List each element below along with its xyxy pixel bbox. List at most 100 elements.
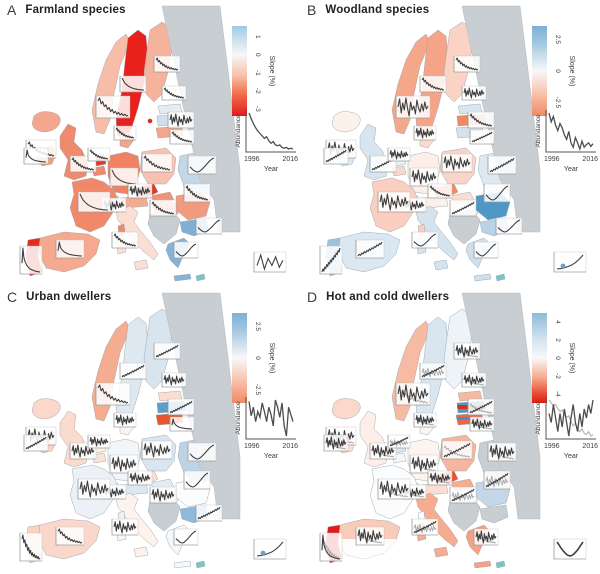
inset-chart-germany [109, 454, 139, 474]
colorbar-tick-label: -2 [254, 88, 261, 94]
panel-letter: A [7, 2, 17, 18]
country-iceland [331, 111, 361, 133]
trend-ylabel: Abundance [235, 114, 242, 147]
panel-title: Farmland species [25, 4, 126, 16]
panel-c-header: C Urban dwellers [7, 290, 111, 304]
trend-line-abundance [548, 112, 594, 152]
colorbar-tick-label: 0 [554, 356, 561, 360]
inset-chart-netherlands [87, 147, 111, 162]
inset-chart-poland [441, 153, 473, 173]
country-iceland [31, 111, 61, 133]
inset-chart-greece [173, 241, 199, 259]
panel-c-urban-dwellers: C Urban dwellers 2.5 0 -2.5 Slope (%) Abunda… [0, 287, 300, 574]
panel-d-header: D Hot and cold dwellers [307, 290, 449, 304]
colorbar [532, 26, 547, 116]
inset-chart-norway [95, 95, 131, 119]
panel-letter: C [7, 289, 18, 305]
colorbar-tick-label: -2 [554, 373, 561, 379]
inset-chart-italy [111, 518, 139, 536]
country-cyprus [495, 560, 506, 569]
colorbar-tick-label: 0 [254, 53, 261, 57]
trend-xlabel: Year [564, 453, 579, 460]
inset-chart-romania [183, 470, 211, 490]
trend-ylabel: Abundance [235, 401, 242, 434]
inset-chart-ukraine [187, 442, 217, 462]
inset-chart-poland [441, 440, 473, 460]
colorbar [532, 313, 547, 403]
inset-chart-denmark [413, 125, 437, 141]
inset-chart-ireland [323, 147, 349, 165]
country-cyprus [495, 273, 506, 282]
inset-chart-spain [55, 526, 85, 546]
colorbar-tick-label: 2.5 [554, 35, 561, 44]
panel-b-header: B Woodland species [307, 3, 429, 17]
inset-chart-germany [409, 167, 439, 187]
inset-chart-czechia [127, 470, 153, 486]
inset-chart-portugal [319, 245, 343, 275]
panel-title: Hot and cold dwellers [326, 291, 450, 303]
country-cyprus [195, 560, 206, 569]
colorbar [232, 313, 247, 403]
inset-chart-estonia [161, 372, 187, 388]
trend-xlabel: Year [264, 166, 279, 173]
inset-chart-lithuania [469, 129, 495, 145]
inset-chart-france [377, 191, 411, 213]
inset-chart-sweden [119, 362, 147, 380]
inset-chart-italy [111, 231, 139, 249]
inset-chart-hungary [449, 486, 477, 504]
country-cyprus [195, 273, 206, 282]
inset-chart-latvia [167, 398, 195, 416]
inset-chart-denmark [113, 125, 137, 141]
inset-chart-estonia [461, 85, 487, 101]
inset-chart-france [77, 478, 111, 500]
map-extra-dot [147, 118, 153, 124]
country-iceland [331, 398, 361, 420]
colorbar-tick-label: -2.5 [554, 97, 561, 109]
inset-chart-poland [141, 440, 173, 460]
inset-chart-poland [141, 153, 173, 173]
colorbar-tick-label: -1 [254, 70, 261, 76]
inset-chart-finland [153, 55, 181, 73]
inset-chart-hungary [149, 486, 177, 504]
corner-inset-dot [260, 550, 266, 556]
trend-chart-axes [545, 110, 596, 153]
trend-xtick-end: 2016 [582, 443, 598, 450]
inset-chart-bulgaria [495, 217, 523, 235]
trend-xtick-start: 1996 [544, 443, 560, 450]
inset-chart-sweden [119, 75, 147, 93]
colorbar-axis-label: Slope (%) [268, 56, 275, 87]
inset-chart-germany [109, 167, 139, 187]
colorbar-axis-label: Slope (%) [568, 343, 575, 374]
inset-chart-latvia [467, 398, 495, 416]
colorbar-tick-label: 1 [254, 35, 261, 39]
inset-chart-romania [483, 470, 511, 490]
country-sicily [133, 546, 149, 558]
inset-chart-finland [453, 342, 481, 360]
inset-chart-bulgaria [195, 217, 223, 235]
inset-chart-sweden [419, 75, 447, 93]
inset-chart-ireland [323, 434, 349, 452]
inset-chart-greece [473, 241, 499, 259]
corner-inset-chart [553, 538, 587, 560]
country-iceland [31, 398, 61, 420]
inset-chart-estonia [461, 372, 487, 388]
inset-chart-france [77, 191, 111, 213]
colorbar-tick-label: 0 [554, 69, 561, 73]
inset-chart-portugal [19, 245, 43, 275]
inset-chart-italy [411, 231, 439, 249]
trend-chart-axes [545, 397, 596, 440]
no-data-region [161, 5, 241, 233]
inset-chart-czechia [127, 183, 153, 199]
panel-d-hot-cold-dwellers: D Hot and cold dwellers 4 2 0 -2 -4 Slope (%)… [300, 287, 600, 574]
panel-letter: D [307, 289, 318, 305]
trend-xtick-end: 2016 [282, 443, 298, 450]
country-crete [473, 273, 492, 282]
country-sicily [133, 259, 149, 271]
trend-xtick-end: 2016 [582, 156, 598, 163]
inset-chart-finland [153, 342, 181, 360]
trend-xlabel: Year [564, 166, 579, 173]
